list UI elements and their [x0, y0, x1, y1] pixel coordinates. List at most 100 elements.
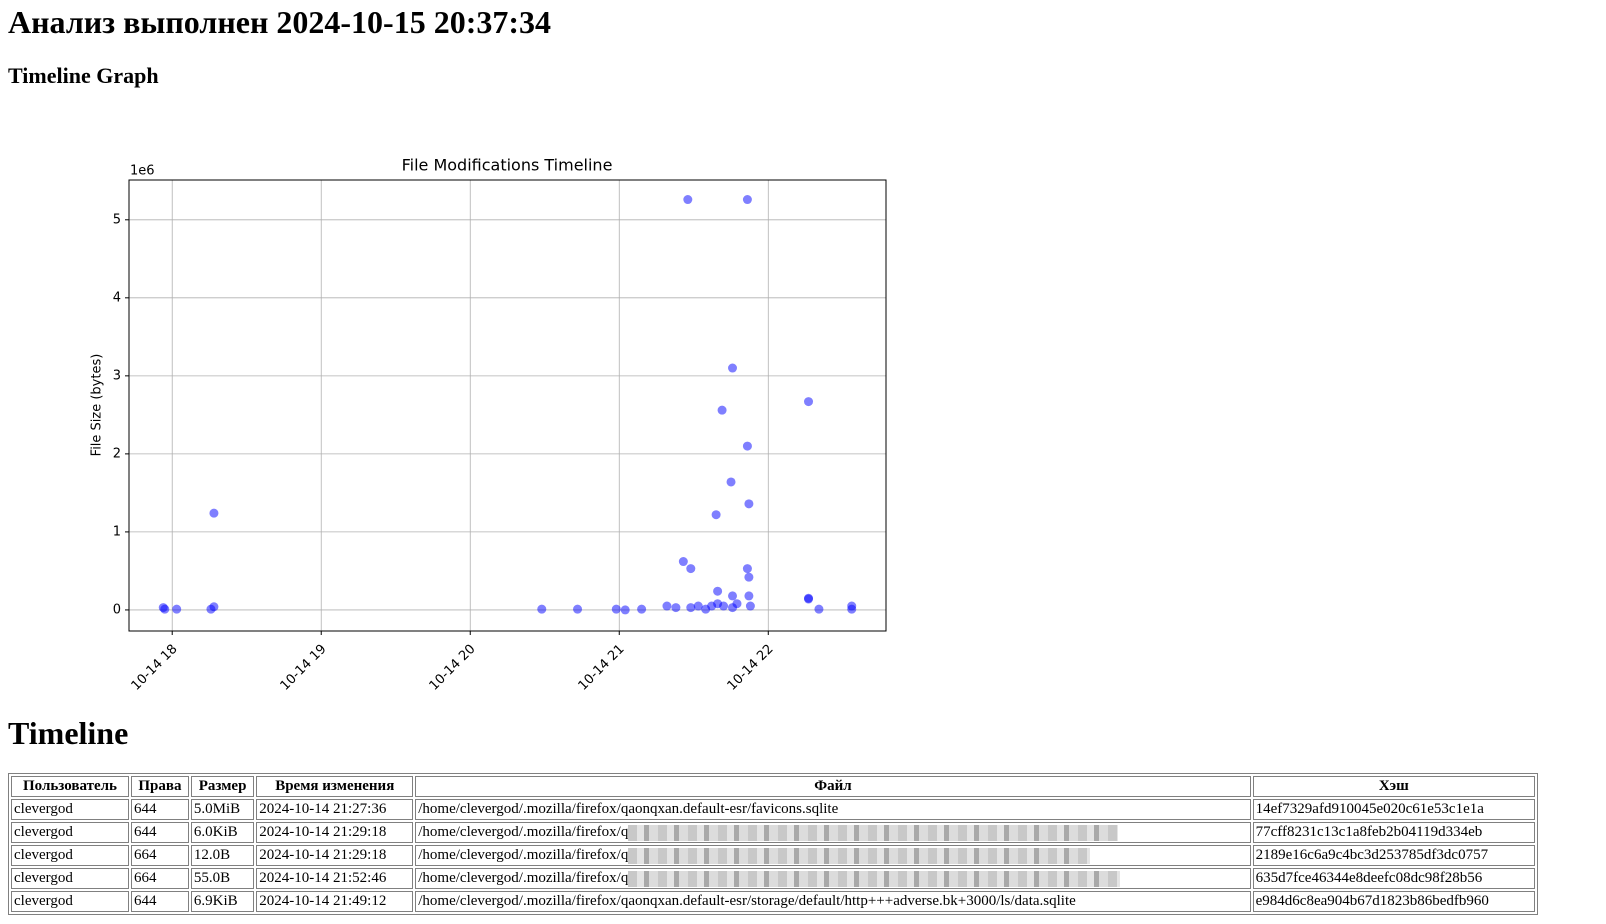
cell-text: 635d7fce46344e8deefc08dc98f28b56: [1255, 870, 1483, 886]
table-cell: /home/clevergod/.mozilla/firefox/q: [415, 868, 1251, 889]
point: [744, 591, 754, 601]
cell-text: 664: [133, 870, 157, 886]
y-offset-label: 1e6: [130, 164, 155, 179]
cell-text: /home/clevergod/.mozilla/firefox/q: [418, 870, 629, 886]
table-cell: clevergod: [11, 822, 129, 843]
cell-text: clevergod: [14, 893, 73, 909]
column-header: Хэш: [1252, 776, 1535, 797]
point: [847, 604, 857, 614]
chart-title: File Modifications Timeline: [402, 156, 613, 175]
cell-text: /home/clevergod/.mozilla/firefox/q: [418, 824, 629, 840]
table-cell: 635d7fce46344e8deefc08dc98f28b56: [1252, 868, 1535, 889]
table-row: clevergod 644 5.0MiB 2024-10-14 21:27:36/ho…: [11, 799, 1535, 820]
x-tick-label: 10-14 20: [427, 642, 479, 694]
redaction: [628, 824, 1119, 841]
table-row: clevergod 644 6.9KiB 2024-10-14 21:49:12/ho…: [11, 891, 1535, 912]
point: [814, 604, 824, 614]
table-cell: 2024-10-14 21:52:46: [256, 868, 414, 889]
cell-text: 2024-10-14 21:29:18: [259, 824, 387, 840]
chart: File Modifications Timeline 1e6 File Siz…: [90, 156, 887, 694]
table-cell: 644: [130, 799, 189, 820]
table-cell: 2024-10-14 21:29:18: [256, 845, 414, 866]
table-cell: 2024-10-14 21:29:18: [256, 822, 414, 843]
point: [742, 564, 752, 574]
point: [172, 604, 182, 614]
timeline-heading: Timeline: [8, 715, 129, 751]
table-cell: 644: [130, 891, 189, 912]
cell-text: 644: [133, 824, 157, 840]
point: [719, 601, 729, 611]
cell-text: 55.0B: [193, 870, 231, 886]
table-cell: 12.0B: [190, 845, 255, 866]
cell-text: 2024-10-14 21:52:46: [259, 870, 387, 886]
column-header: Размер: [190, 776, 255, 797]
redaction: [628, 870, 1121, 887]
table-cell: /home/clevergod/.mozilla/firefox/q: [415, 845, 1251, 866]
table-cell: 2024-10-14 21:49:12: [256, 891, 414, 912]
point: [726, 477, 736, 487]
table-cell: e984d6c8ea904b67d1823b86bedfb960: [1252, 891, 1535, 912]
timeline-table: Пользователь Права Размер Время изменения Фа…: [8, 773, 1538, 915]
point: [209, 602, 219, 612]
table-cell: 5.0MiB: [190, 799, 255, 820]
cell-text: clevergod: [14, 824, 73, 840]
point: [745, 601, 755, 611]
table-cell: 664: [130, 868, 189, 889]
redaction: [628, 847, 1091, 864]
cell-text: 6.0KiB: [193, 824, 238, 840]
table-cell: 6.9KiB: [190, 891, 255, 912]
point: [683, 195, 693, 205]
cell-text: 2024-10-14 21:27:36: [259, 801, 387, 817]
table-row: clevergod 664 12.0B 2024-10-14 21:29:18/hom…: [11, 845, 1535, 866]
point: [742, 441, 752, 451]
x-tick-label: 10-14 18: [129, 642, 181, 694]
cell-text: 14ef7329afd910045e020c61e53c1e1a: [1255, 801, 1484, 817]
cell-text: 12.0B: [193, 847, 231, 863]
point: [804, 593, 814, 603]
column-header: Файл: [415, 776, 1251, 797]
column-header: Права: [130, 776, 189, 797]
cell-text: clevergod: [14, 847, 73, 863]
y-tick-label: 5: [113, 212, 121, 227]
cell-text: 2024-10-14 21:49:12: [259, 893, 387, 909]
table-cell: 2024-10-14 21:27:36: [256, 799, 414, 820]
header-row: Пользователь Права Размер Время изменения Фа…: [11, 776, 1535, 797]
y-tick-label: 4: [113, 290, 121, 305]
point: [662, 601, 672, 611]
point: [711, 510, 721, 520]
point: [693, 601, 703, 611]
point: [732, 599, 742, 609]
cell-text: clevergod: [14, 801, 73, 817]
x-tick-label: 10-14 22: [725, 642, 777, 694]
table-cell: 14ef7329afd910045e020c61e53c1e1a: [1252, 799, 1535, 820]
cell-text: 2189e16c6a9c4bc3d253785df3dc0757: [1255, 847, 1489, 863]
x-tick-label: 10-14 19: [278, 642, 330, 694]
cell-text: 5.0MiB: [193, 801, 241, 817]
cell-text: 77cff8231c13c1a8feb2b04119d334eb: [1255, 824, 1483, 840]
table-cell: 6.0KiB: [190, 822, 255, 843]
point: [717, 405, 727, 415]
cell-text: 664: [133, 847, 157, 863]
point: [744, 572, 754, 582]
page-title: Анализ выполнен 2024-10-15 20:37:34: [8, 4, 552, 40]
table-row: clevergod 644 6.0KiB 2024-10-14 21:29:18/ho…: [11, 822, 1535, 843]
table-cell: /home/clevergod/.mozilla/firefox/qaonqxa…: [415, 799, 1251, 820]
table-cell: 77cff8231c13c1a8feb2b04119d334eb: [1252, 822, 1535, 843]
point: [573, 604, 583, 614]
table-cell: 664: [130, 845, 189, 866]
point: [686, 564, 696, 574]
point: [744, 499, 754, 509]
point: [728, 591, 738, 601]
cell-text: 644: [133, 801, 157, 817]
table-cell: clevergod: [11, 891, 129, 912]
table-cell: clevergod: [11, 799, 129, 820]
cell-text: /home/clevergod/.mozilla/firefox/qaonqxa…: [418, 893, 1076, 909]
table-cell: clevergod: [11, 868, 129, 889]
table-cell: 644: [130, 822, 189, 843]
point: [678, 557, 688, 567]
cell-text: 2024-10-14 21:29:18: [259, 847, 387, 863]
y-tick-label: 3: [113, 368, 121, 383]
y-axis-label: File Size (bytes): [90, 354, 105, 457]
x-tick-label: 10-14 21: [576, 642, 628, 694]
